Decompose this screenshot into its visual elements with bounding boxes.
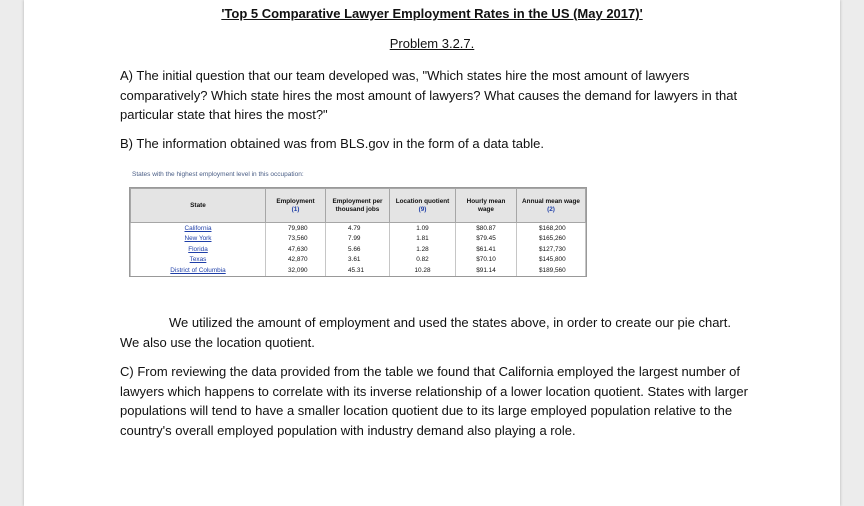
cell-annual: $168,200 <box>516 222 586 234</box>
header-location-quotient: Location quotient (9) <box>389 188 456 223</box>
cell-employment: 47,630 <box>265 244 326 255</box>
cell-lq: 10.28 <box>389 265 456 276</box>
cell-hourly: $61.41 <box>455 244 517 255</box>
table-caption: States with the highest employment level… <box>132 171 304 178</box>
cell-state: District of Columbia <box>130 265 266 276</box>
cell-hourly: $80.87 <box>455 222 517 234</box>
document-page: 'Top 5 Comparative Lawyer Employment Rat… <box>24 0 840 506</box>
document-title: 'Top 5 Comparative Lawyer Employment Rat… <box>221 6 643 21</box>
table-row: Florida 47,630 5.66 1.28 $61.41 $127,730 <box>130 244 586 255</box>
cell-annual: $165,260 <box>516 233 586 244</box>
cell-state: Texas <box>130 254 266 265</box>
cell-annual: $145,800 <box>516 254 586 265</box>
table-row: District of Columbia 32,090 45.31 10.28 $91.… <box>130 265 586 276</box>
paragraph-b: B) The information obtained was from BLS… <box>120 136 544 151</box>
state-link[interactable]: Texas <box>189 256 207 264</box>
state-link[interactable]: California <box>184 224 212 232</box>
cell-hourly: $91.14 <box>455 265 517 276</box>
cell-state: Florida <box>130 244 266 255</box>
state-link[interactable]: Florida <box>188 245 208 253</box>
header-per-thousand: Employment per thousand jobs <box>325 188 390 223</box>
cell-per-thousand: 45.31 <box>325 265 390 276</box>
cell-employment: 32,090 <box>265 265 326 276</box>
cell-hourly: $70.10 <box>455 254 517 265</box>
problem-number: Problem 3.2.7. <box>389 36 475 51</box>
cell-lq: 1.81 <box>389 233 456 244</box>
table-row: Texas 42,870 3.61 0.82 $70.10 $145,800 <box>130 254 586 265</box>
header-employment: Employment (1) <box>265 188 326 223</box>
cell-per-thousand: 4.79 <box>325 222 390 234</box>
header-state: State <box>130 188 266 223</box>
paragraph-c: C) From reviewing the data provided from… <box>120 364 748 438</box>
cell-lq: 1.28 <box>389 244 456 255</box>
header-annual-wage: Annual mean wage (2) <box>516 188 586 223</box>
cell-lq: 0.82 <box>389 254 456 265</box>
table-row: California 79,980 4.79 1.09 $80.87 $168,200 <box>130 222 586 234</box>
cell-hourly: $79.45 <box>455 233 517 244</box>
cell-per-thousand: 7.99 <box>325 233 390 244</box>
header-hourly-wage: Hourly mean wage <box>455 188 517 223</box>
cell-lq: 1.09 <box>389 222 456 234</box>
cell-state: California <box>130 222 266 234</box>
cell-employment: 79,980 <box>265 222 326 234</box>
cell-per-thousand: 3.61 <box>325 254 390 265</box>
cell-state: New York <box>130 233 266 244</box>
footnote-link[interactable]: (2) <box>547 205 555 213</box>
footnote-link[interactable]: (9) <box>418 205 427 213</box>
table-row: New York 73,560 7.99 1.81 $79.45 $165,260 <box>130 233 586 244</box>
footnote-link[interactable]: (1) <box>291 205 300 213</box>
employment-table: State Employment (1) Employment per thous… <box>129 187 587 277</box>
paragraph-a: A) The initial question that our team de… <box>120 68 738 122</box>
cell-per-thousand: 5.66 <box>325 244 390 255</box>
cell-annual: $127,730 <box>516 244 586 255</box>
cell-employment: 73,560 <box>265 233 326 244</box>
cell-employment: 42,870 <box>265 254 326 265</box>
paragraph-method: We utilized the amount of employment and… <box>120 315 731 350</box>
cell-annual: $189,560 <box>516 265 586 276</box>
state-link[interactable]: New York <box>184 235 212 243</box>
table-header-row: State Employment (1) Employment per thous… <box>130 188 586 223</box>
state-link[interactable]: District of Columbia <box>170 266 226 274</box>
